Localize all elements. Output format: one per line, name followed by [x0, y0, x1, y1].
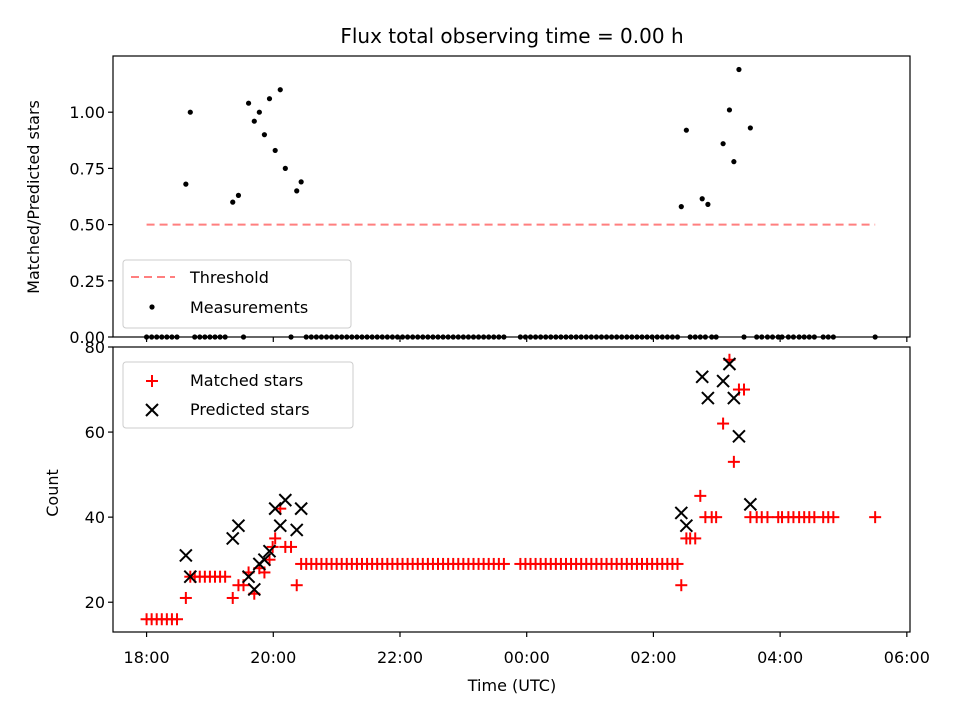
predicted-star-point [231, 518, 246, 533]
top-y-label: Matched/Predicted stars [24, 100, 43, 294]
measurement-point [678, 204, 684, 210]
measurement-point [747, 125, 753, 131]
measurement-point [731, 159, 737, 165]
measurement-point [251, 118, 257, 124]
predicted-star-point [674, 506, 688, 520]
predicted-star-point [294, 501, 308, 516]
matched-star-point [170, 613, 183, 626]
measurement-point [726, 107, 733, 113]
predicted-star-point [241, 569, 256, 584]
matched-star-point [226, 591, 239, 604]
top-y-tick-label: 0.50 [69, 216, 105, 235]
measurement-point [230, 199, 236, 205]
top-legend: Threshold Measurements [122, 259, 352, 329]
measurement-point [282, 165, 288, 171]
bottom-y-tick-label: 40 [85, 508, 105, 527]
matched-star-point [827, 511, 840, 524]
predicted-star-point [262, 544, 277, 558]
measurement-point [277, 87, 283, 93]
top-y-tick-label: 0.25 [69, 272, 105, 291]
predicted-star-point [273, 518, 287, 533]
top-y-tick-label: 0.00 [69, 328, 105, 347]
measurement-point [266, 96, 273, 102]
predicted-star-point [290, 523, 304, 537]
top-axes-frame [112, 55, 911, 338]
measurement-point [235, 192, 242, 198]
measurement-point [736, 66, 742, 73]
bottom-y-tick-label: 60 [85, 423, 105, 442]
bottom-panel: 20 40 60 80 18:00 20:00 22:00 00:00 02:00 04:00 0… [43, 338, 930, 695]
matched-star-point [269, 532, 282, 545]
predicted-star-point [247, 582, 261, 597]
measurement-point [187, 109, 193, 115]
predicted-star-point [716, 374, 730, 388]
legend-predicted-label: Predicted stars [190, 400, 310, 419]
predicted-star-point [268, 501, 282, 516]
bottom-x-tick-label: 06:00 [884, 648, 930, 667]
predicted-star-point [183, 569, 197, 584]
predicted-star-point [179, 548, 193, 563]
measurement-point [183, 181, 189, 187]
matched-star-point [694, 489, 707, 502]
measurement-point [256, 109, 262, 115]
predicted-star-point [732, 429, 746, 444]
matched-star-point [738, 383, 751, 396]
measurement-point [705, 201, 711, 207]
predicted-star-point [679, 518, 694, 533]
measurement-point [720, 141, 726, 147]
matched-star-point [689, 532, 702, 545]
bottom-y-label: Count [43, 469, 62, 517]
matched-star-point [497, 557, 510, 570]
top-panel: 0.00 0.25 0.50 0.75 1.00 Matched/Predicted s… [24, 55, 911, 347]
predicted-star-point [226, 531, 240, 546]
bottom-x-tick-label: 04:00 [757, 648, 803, 667]
legend-predicted-swatch [145, 403, 159, 417]
predicted-star-point [722, 357, 737, 371]
bottom-x-tick-label: 22:00 [377, 648, 423, 667]
measurement-point [699, 196, 705, 202]
legend-measurements-swatch [149, 304, 155, 310]
chart-title: Flux total observing time = 0.00 h [340, 24, 683, 48]
bottom-axes-frame [112, 346, 911, 633]
bottom-y-tick-label: 80 [85, 338, 105, 357]
legend-matched-swatch [146, 375, 158, 387]
measurement-point [298, 179, 304, 185]
predicted-star-point [695, 370, 709, 384]
bottom-x-tick-label: 02:00 [630, 648, 676, 667]
matched-star-point [710, 511, 723, 524]
measurement-point [272, 147, 278, 154]
matched-star-point [179, 591, 192, 604]
predicted-star-point [278, 493, 293, 507]
top-y-tick-label: 1.00 [69, 103, 105, 122]
bottom-x-tick-label: 00:00 [504, 648, 550, 667]
matched-star-point [219, 570, 232, 583]
bottom-x-tick-label: 18:00 [124, 648, 170, 667]
bottom-legend: Matched stars Predicted stars [122, 361, 354, 429]
bottom-x-tick-label: 20:00 [250, 648, 296, 667]
legend-threshold-label: Threshold [189, 268, 269, 287]
matched-star-point [727, 455, 740, 468]
legend-matched-label: Matched stars [190, 371, 303, 390]
matched-star-point [761, 511, 774, 524]
x-axis-label: Time (UTC) [467, 676, 556, 695]
predicted-star-point [701, 391, 715, 405]
predicted-star-point [743, 497, 758, 512]
measurement-point [294, 188, 300, 194]
matched-star-point [290, 579, 303, 592]
measurement-point [245, 100, 252, 106]
matched-star-point [869, 511, 882, 524]
matched-star-point [675, 579, 688, 592]
matched-star-point [717, 417, 730, 430]
predicted-star-point [727, 391, 741, 405]
measurement-point [683, 127, 689, 133]
matched-star-point [671, 557, 684, 570]
bottom-y-tick-label: 20 [85, 593, 105, 612]
top-y-tick-label: 0.75 [69, 159, 105, 178]
predicted-star-point [257, 552, 272, 567]
matched-star-point [285, 540, 298, 553]
measurement-point [261, 132, 268, 138]
legend-measurements-label: Measurements [190, 298, 308, 317]
